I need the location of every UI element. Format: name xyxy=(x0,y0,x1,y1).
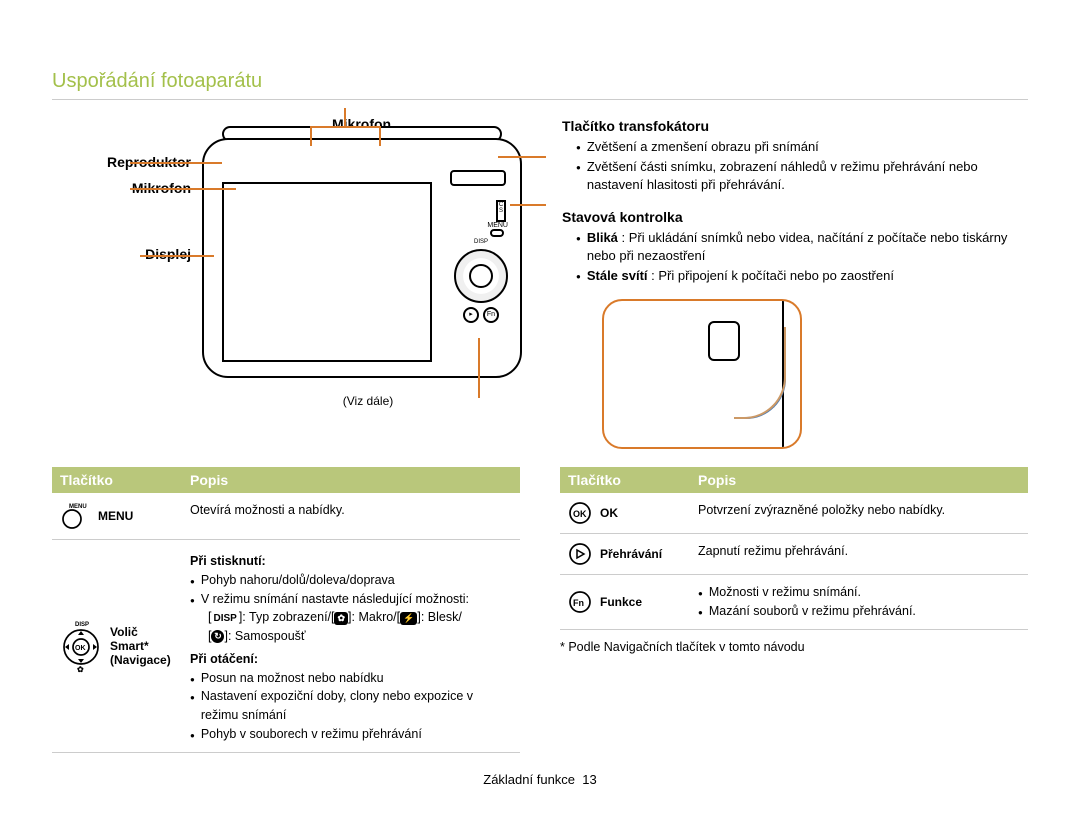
table-right: Tlačítko Popis OK OK Potvrzení zvýrazněn… xyxy=(560,467,1028,753)
zoom-toggle-illustration xyxy=(450,170,506,186)
table-right-header: Tlačítko Popis xyxy=(560,467,1028,493)
table-row: MENU MENU Otevírá možnosti a nabídky. xyxy=(52,493,520,540)
camera-diagram: Mikrofon Reproduktor Mikrofon Displej CS… xyxy=(52,118,552,449)
callout-stav-title: Stavová kontrolka xyxy=(562,209,1028,225)
table-right-header-c2: Popis xyxy=(690,467,1028,493)
table-left-header-c2: Popis xyxy=(182,467,520,493)
fn-label: Funkce xyxy=(600,595,642,609)
ok-label: OK xyxy=(600,506,618,520)
callouts-column: Tlačítko transfokátoru Zvětšení a zmenše… xyxy=(552,118,1028,449)
page-footer: Základní funkce 13 xyxy=(0,772,1080,787)
fn-btn-illustration: Fn xyxy=(483,307,499,323)
play-desc: Zapnutí režimu přehrávání. xyxy=(690,542,1028,566)
callout-stav-item: Stále svítí : Při připojení k počítači n… xyxy=(576,267,1028,285)
dial-icon: DISP OK ✿ xyxy=(60,619,102,673)
menu-icon: MENU xyxy=(60,501,90,531)
menu-label-illustration: MENU xyxy=(450,222,508,229)
fn-desc: Možnosti v režimu snímání. Mazání soubor… xyxy=(690,583,1028,621)
dial-label: Volič Smart* (Navigace) xyxy=(110,625,174,667)
see-below-note: (Viz dále) xyxy=(192,394,544,408)
play-icon xyxy=(568,542,592,566)
fn-icon: Fn xyxy=(568,590,592,614)
table-left-header-c1: Tlačítko xyxy=(52,467,182,493)
svg-text:✿: ✿ xyxy=(77,665,84,673)
callout-transfokator: Tlačítko transfokátoru Zvětšení a zmenše… xyxy=(562,118,1028,195)
label-displej: Displej xyxy=(145,246,191,262)
table-row: OK OK Potvrzení zvýrazněné položky nebo … xyxy=(560,493,1028,534)
menu-label: MENU xyxy=(98,509,133,523)
table-left-header: Tlačítko Popis xyxy=(52,467,520,493)
nav-dial-illustration xyxy=(454,249,508,303)
tables-area: Tlačítko Popis MENU MENU Otevírá možnost… xyxy=(52,467,1028,753)
svg-text:DISP: DISP xyxy=(75,622,89,628)
section-title: Uspořádání fotoaparátu xyxy=(52,70,1028,100)
callout-transfokator-item: Zvětšení části snímku, zobrazení náhledů… xyxy=(576,158,1028,194)
svg-text:OK: OK xyxy=(573,509,587,519)
disp-label-illustration: DISP xyxy=(450,239,512,245)
table-row: Přehrávání Zapnutí režimu přehrávání. xyxy=(560,534,1028,575)
ok-icon: OK xyxy=(568,501,592,525)
dial-desc: Při stisknutí: Pohyb nahoru/dolů/doleva/… xyxy=(182,548,520,744)
svg-text:MENU: MENU xyxy=(69,504,87,510)
table-right-footnote: * Podle Navigačních tlačítek v tomto náv… xyxy=(560,640,1028,654)
camera-illustration: CS MENU DISP ▸ Fn xyxy=(192,118,544,388)
strap-inset-illustration xyxy=(602,299,802,449)
callout-stav-item: Bliká : Při ukládání snímků nebo videa, … xyxy=(576,229,1028,265)
callout-stav: Stavová kontrolka Bliká : Při ukládání s… xyxy=(562,209,1028,286)
table-row: Fn Funkce Možnosti v režimu snímání. Maz… xyxy=(560,575,1028,630)
menu-desc: Otevírá možnosti a nabídky. xyxy=(182,501,520,531)
play-label: Přehrávání xyxy=(600,547,662,561)
ok-desc: Potvrzení zvýrazněné položky nebo nabídk… xyxy=(690,501,1028,525)
callout-transfokator-title: Tlačítko transfokátoru xyxy=(562,118,1028,134)
table-left: Tlačítko Popis MENU MENU Otevírá možnost… xyxy=(52,467,520,753)
play-btn-illustration: ▸ xyxy=(463,307,479,323)
svg-text:Fn: Fn xyxy=(573,598,584,608)
table-row: DISP OK ✿ Volič Smart* (Navigace) Při st… xyxy=(52,540,520,753)
top-diagram-area: Mikrofon Reproduktor Mikrofon Displej CS… xyxy=(52,118,1028,449)
callout-transfokator-item: Zvětšení a zmenšení obrazu při snímání xyxy=(576,138,1028,156)
svg-text:OK: OK xyxy=(75,645,86,652)
table-right-header-c1: Tlačítko xyxy=(560,467,690,493)
